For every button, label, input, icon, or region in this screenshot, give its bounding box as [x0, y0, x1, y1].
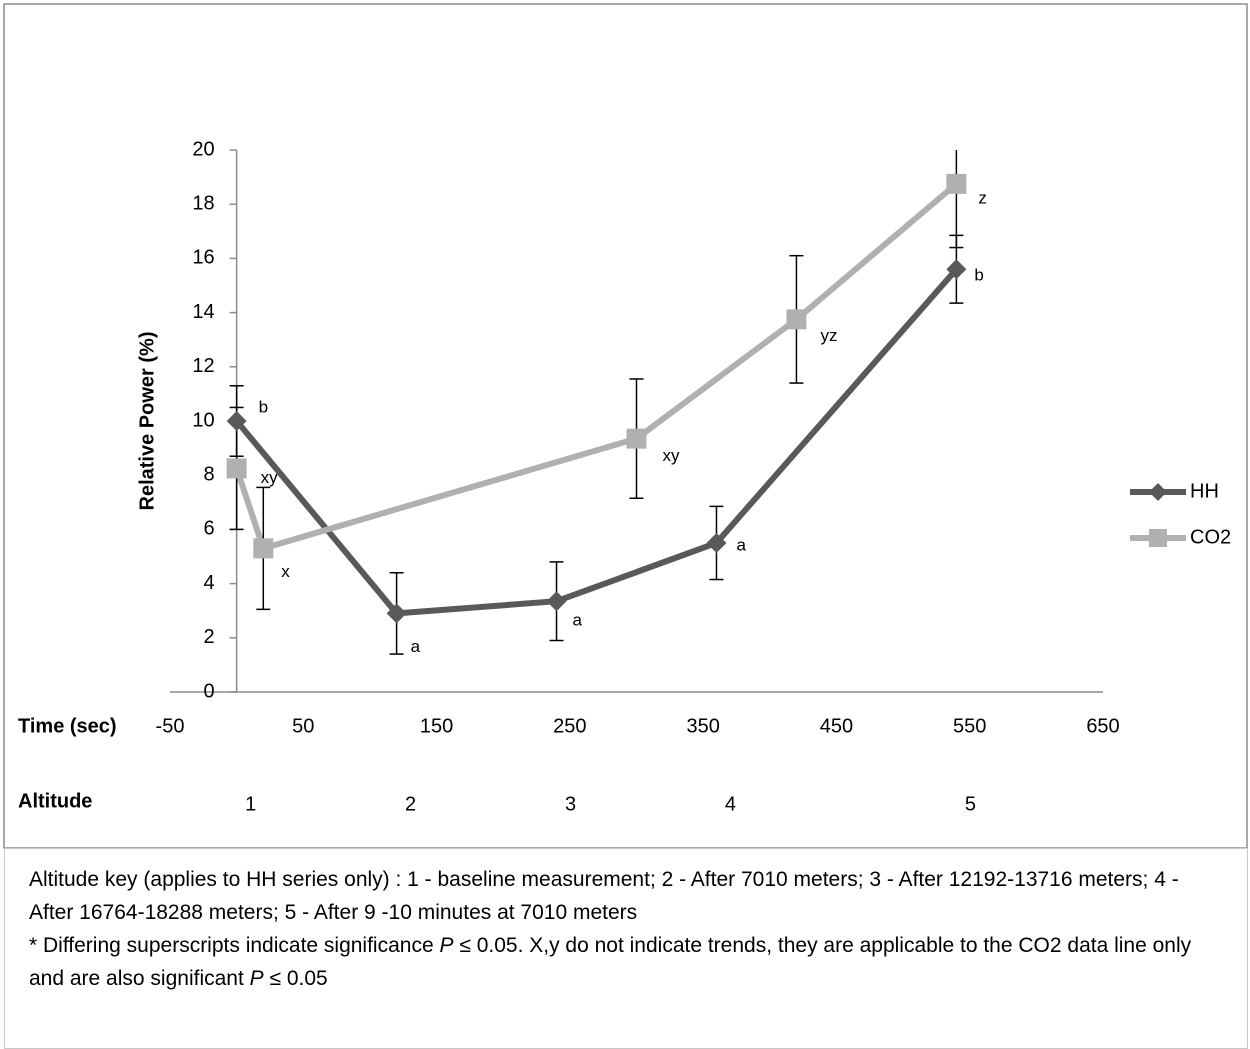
x-tick-label: 650: [1086, 715, 1119, 737]
caption-text: ≤ 0.05: [263, 967, 328, 990]
point-label: b: [259, 397, 268, 416]
data-point: [226, 458, 247, 479]
point-label: xy: [663, 446, 681, 465]
plot-area: [229, 150, 964, 655]
point-label: b: [974, 266, 983, 285]
x-tick-label: 250: [553, 715, 586, 737]
x-tick-label: -50: [156, 715, 185, 737]
chart-border: [3, 3, 1248, 849]
y-tick-label: 12: [192, 355, 214, 377]
caption-text: P: [439, 934, 454, 957]
data-point: [626, 428, 647, 449]
data-point: [386, 603, 407, 624]
data-point: [706, 532, 727, 553]
point-label: xy: [261, 468, 279, 487]
chart: Relative Power (%) Time (sec) Altitude 1…: [3, 3, 1248, 849]
point-label: a: [573, 611, 583, 630]
altitude-label: 2: [405, 793, 416, 815]
point-label: yz: [820, 326, 837, 345]
y-axis-title: Relative Power (%): [136, 332, 158, 511]
y-tick-label: 2: [204, 626, 215, 648]
y-tick-label: 8: [204, 463, 215, 485]
caption-text: P: [249, 967, 264, 990]
data-point: [946, 173, 967, 194]
legend-label: HH: [1190, 480, 1219, 502]
altitude-label: 5: [965, 793, 976, 815]
legend-label: CO2: [1190, 526, 1231, 548]
altitude-label: 1: [245, 793, 256, 815]
data-point: [546, 591, 567, 612]
altitude-row: 1 2 3 4 5: [245, 793, 976, 815]
x-tick-label: 150: [420, 715, 453, 737]
x-tick-label: 550: [953, 715, 986, 737]
caption-text: * Differing superscripts indicate signif…: [29, 934, 440, 957]
x-tick-label: 450: [820, 715, 853, 737]
series-line: [234, 267, 959, 617]
caption: Altitude key (applies to HH series only)…: [4, 848, 1248, 1049]
data-point: [253, 538, 274, 559]
x-tick-label: 350: [686, 715, 719, 737]
point-label: x: [281, 562, 290, 581]
legend-marker: [1149, 529, 1167, 547]
y-tick-label: 0: [204, 680, 215, 702]
point-label: z: [978, 188, 987, 207]
row-label: Altitude: [18, 790, 92, 812]
y-tick-label: 20: [192, 138, 214, 160]
altitude-label: 3: [565, 793, 576, 815]
data-point: [786, 309, 807, 330]
y-tick-label: 6: [204, 518, 215, 540]
data-point: [946, 259, 967, 280]
data-point: [226, 411, 247, 431]
y-tick-label: 16: [192, 247, 214, 269]
caption-text: ≤ 0.05. X,y do not indicate trends, they…: [29, 934, 1192, 990]
series-line: [233, 181, 959, 553]
y-tick-label: 14: [192, 301, 214, 323]
caption-text: Altitude key (applies to HH series only)…: [29, 868, 1179, 924]
y-tick-label: 18: [192, 192, 214, 214]
x-axis-title: Time (sec): [18, 715, 117, 737]
y-tick-label: 10: [192, 409, 214, 431]
y-tick-label: 4: [204, 572, 215, 594]
point-label: a: [411, 637, 421, 656]
legend-marker: [1149, 483, 1167, 501]
x-tick-label: 50: [292, 715, 314, 737]
point-label: a: [736, 535, 746, 554]
altitude-label: 4: [725, 793, 736, 815]
